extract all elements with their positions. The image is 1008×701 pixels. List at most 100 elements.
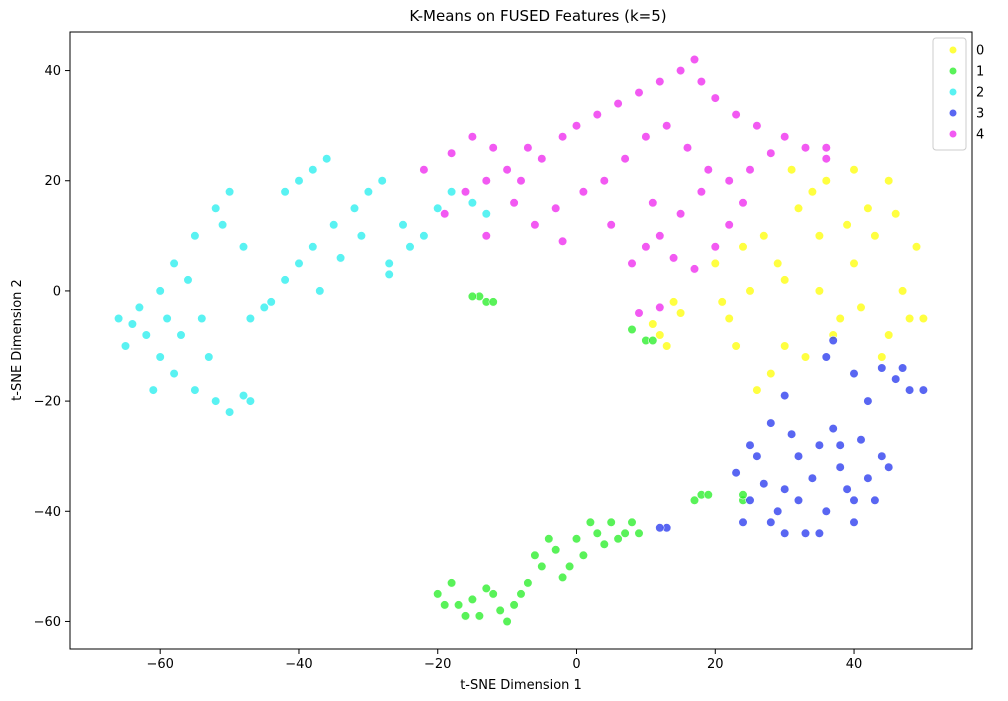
scatter-point-cluster-1: [474, 611, 485, 621]
scatter-point-cluster-2: [197, 313, 207, 324]
scatter-point-cluster-3: [793, 495, 804, 505]
scatter-point-cluster-3: [863, 473, 873, 483]
scatter-point-cluster-2: [280, 187, 290, 197]
scatter-point-cluster-0: [918, 313, 929, 324]
scatter-point-cluster-2: [141, 330, 151, 340]
scatter-point-cluster-4: [745, 165, 755, 175]
scatter-point-cluster-0: [884, 176, 894, 186]
scatter-point-cluster-2: [245, 396, 255, 406]
scatter-point-cluster-0: [648, 319, 658, 329]
scatter-point-cluster-4: [502, 165, 512, 175]
scatter-point-cluster-1: [481, 583, 491, 594]
scatter-point-cluster-3: [828, 335, 838, 346]
scatter-point-cluster-1: [599, 539, 609, 549]
scatter-point-cluster-4: [557, 236, 568, 246]
scatter-point-cluster-3: [877, 451, 887, 461]
scatter-point-cluster-1: [557, 572, 568, 583]
x-axis-label: t-SNE Dimension 1: [460, 678, 582, 693]
scatter-point-cluster-2: [225, 187, 235, 197]
scatter-point-cluster-0: [793, 203, 804, 213]
scatter-point-cluster-4: [530, 220, 540, 230]
x-tick-label: −60: [146, 657, 173, 672]
scatter-point-cluster-2: [113, 313, 124, 324]
scatter-point-cluster-0: [752, 385, 762, 395]
scatter-point-cluster-3: [856, 435, 866, 445]
scatter-point-cluster-4: [551, 203, 561, 213]
scatter-point-cluster-0: [717, 297, 727, 307]
scatter-point-cluster-4: [641, 132, 651, 142]
scatter-point-cluster-0: [773, 258, 783, 269]
scatter-point-cluster-1: [689, 495, 700, 505]
scatter-point-cluster-2: [363, 187, 374, 197]
scatter-point-cluster-0: [897, 286, 908, 296]
scatter-point-cluster-4: [641, 242, 651, 252]
scatter-point-cluster-3: [849, 517, 859, 527]
scatter-point-cluster-2: [294, 258, 304, 269]
scatter-point-cluster-2: [127, 319, 137, 329]
legend-marker-1: [948, 66, 958, 76]
scatter-point-cluster-4: [606, 220, 616, 230]
scatter-point-cluster-3: [766, 517, 776, 527]
scatter-point-cluster-4: [599, 176, 609, 186]
scatter-point-cluster-3: [821, 352, 831, 362]
scatter-point-cluster-3: [835, 440, 845, 450]
scatter-point-cluster-0: [849, 258, 859, 269]
scatter-point-cluster-4: [766, 148, 776, 158]
scatter-point-cluster-1: [530, 550, 540, 560]
scatter-point-cluster-3: [904, 385, 915, 395]
scatter-point-cluster-2: [169, 258, 179, 269]
scatter-point-cluster-1: [433, 589, 443, 599]
scatter-point-cluster-3: [821, 506, 831, 516]
legend-marker-0: [948, 45, 958, 55]
scatter-point-cluster-1: [592, 528, 602, 538]
scatter-point-cluster-1: [447, 578, 457, 588]
scatter-point-cluster-1: [488, 589, 498, 599]
scatter-point-cluster-3: [807, 473, 818, 483]
scatter-point-cluster-2: [169, 369, 179, 379]
scatter-point-cluster-4: [710, 93, 720, 103]
scatter-point-cluster-2: [238, 391, 249, 401]
scatter-point-cluster-2: [211, 396, 221, 406]
scatter-point-cluster-1: [738, 490, 748, 500]
scatter-point-cluster-0: [668, 297, 679, 307]
scatter-point-cluster-2: [308, 165, 318, 175]
scatter-point-cluster-4: [655, 302, 665, 313]
scatter-point-cluster-0: [863, 203, 873, 213]
scatter-point-cluster-0: [911, 242, 922, 252]
scatter-point-cluster-4: [821, 143, 831, 153]
scatter-point-cluster-0: [884, 330, 894, 340]
scatter-point-cluster-0: [800, 352, 811, 362]
scatter-point-cluster-1: [627, 517, 637, 527]
scatter-point-cluster-3: [814, 528, 825, 538]
y-tick-label: −20: [34, 395, 61, 410]
scatter-point-cluster-4: [481, 176, 491, 186]
scatter-point-cluster-2: [190, 385, 200, 395]
legend-label-0: 0: [976, 44, 984, 59]
scatter-point-cluster-1: [495, 605, 505, 616]
scatter-point-cluster-3: [800, 528, 811, 538]
scatter-point-cluster-3: [752, 451, 762, 461]
scatter-point-cluster-2: [308, 242, 318, 252]
scatter-point-cluster-4: [488, 143, 498, 153]
scatter-point-cluster-0: [662, 341, 672, 351]
scatter-point-cluster-4: [648, 198, 658, 208]
scatter-point-cluster-3: [793, 451, 804, 461]
scatter-point-cluster-3: [897, 363, 908, 373]
legend-marker-2: [948, 87, 958, 97]
y-tick-label: −40: [34, 505, 61, 520]
scatter-point-cluster-3: [786, 429, 797, 439]
scatter-point-cluster-2: [218, 220, 228, 230]
scatter-point-cluster-3: [835, 462, 845, 472]
scatter-point-cluster-0: [814, 286, 825, 296]
scatter-point-cluster-0: [655, 330, 665, 340]
scatter-point-cluster-3: [814, 440, 825, 450]
x-tick-label: 0: [572, 657, 580, 672]
scatter-point-cluster-4: [662, 121, 672, 131]
scatter-point-cluster-2: [433, 203, 443, 213]
scatter-point-cluster-1: [606, 517, 616, 527]
scatter-point-cluster-0: [710, 258, 720, 269]
scatter-point-cluster-4: [703, 165, 713, 175]
scatter-point-cluster-4: [689, 264, 700, 274]
scatter-point-cluster-0: [766, 369, 776, 379]
scatter-point-cluster-1: [578, 550, 589, 560]
